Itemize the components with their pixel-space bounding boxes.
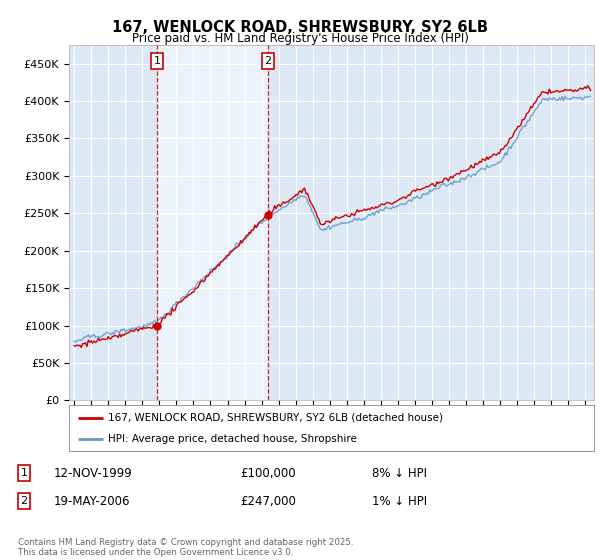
Text: 8% ↓ HPI: 8% ↓ HPI bbox=[372, 466, 427, 480]
Text: HPI: Average price, detached house, Shropshire: HPI: Average price, detached house, Shro… bbox=[109, 435, 357, 444]
Text: £100,000: £100,000 bbox=[240, 466, 296, 480]
Text: Price paid vs. HM Land Registry's House Price Index (HPI): Price paid vs. HM Land Registry's House … bbox=[131, 32, 469, 45]
Text: 12-NOV-1999: 12-NOV-1999 bbox=[54, 466, 133, 480]
Text: 2: 2 bbox=[265, 56, 272, 66]
Text: 1: 1 bbox=[154, 56, 161, 66]
Text: £247,000: £247,000 bbox=[240, 494, 296, 508]
Text: 2: 2 bbox=[20, 496, 28, 506]
Text: 19-MAY-2006: 19-MAY-2006 bbox=[54, 494, 131, 508]
Text: Contains HM Land Registry data © Crown copyright and database right 2025.
This d: Contains HM Land Registry data © Crown c… bbox=[18, 538, 353, 557]
Text: 1% ↓ HPI: 1% ↓ HPI bbox=[372, 494, 427, 508]
Text: 167, WENLOCK ROAD, SHREWSBURY, SY2 6LB (detached house): 167, WENLOCK ROAD, SHREWSBURY, SY2 6LB (… bbox=[109, 413, 443, 423]
Bar bbox=[157, 45, 268, 400]
Text: 167, WENLOCK ROAD, SHREWSBURY, SY2 6LB: 167, WENLOCK ROAD, SHREWSBURY, SY2 6LB bbox=[112, 20, 488, 35]
Text: 1: 1 bbox=[20, 468, 28, 478]
